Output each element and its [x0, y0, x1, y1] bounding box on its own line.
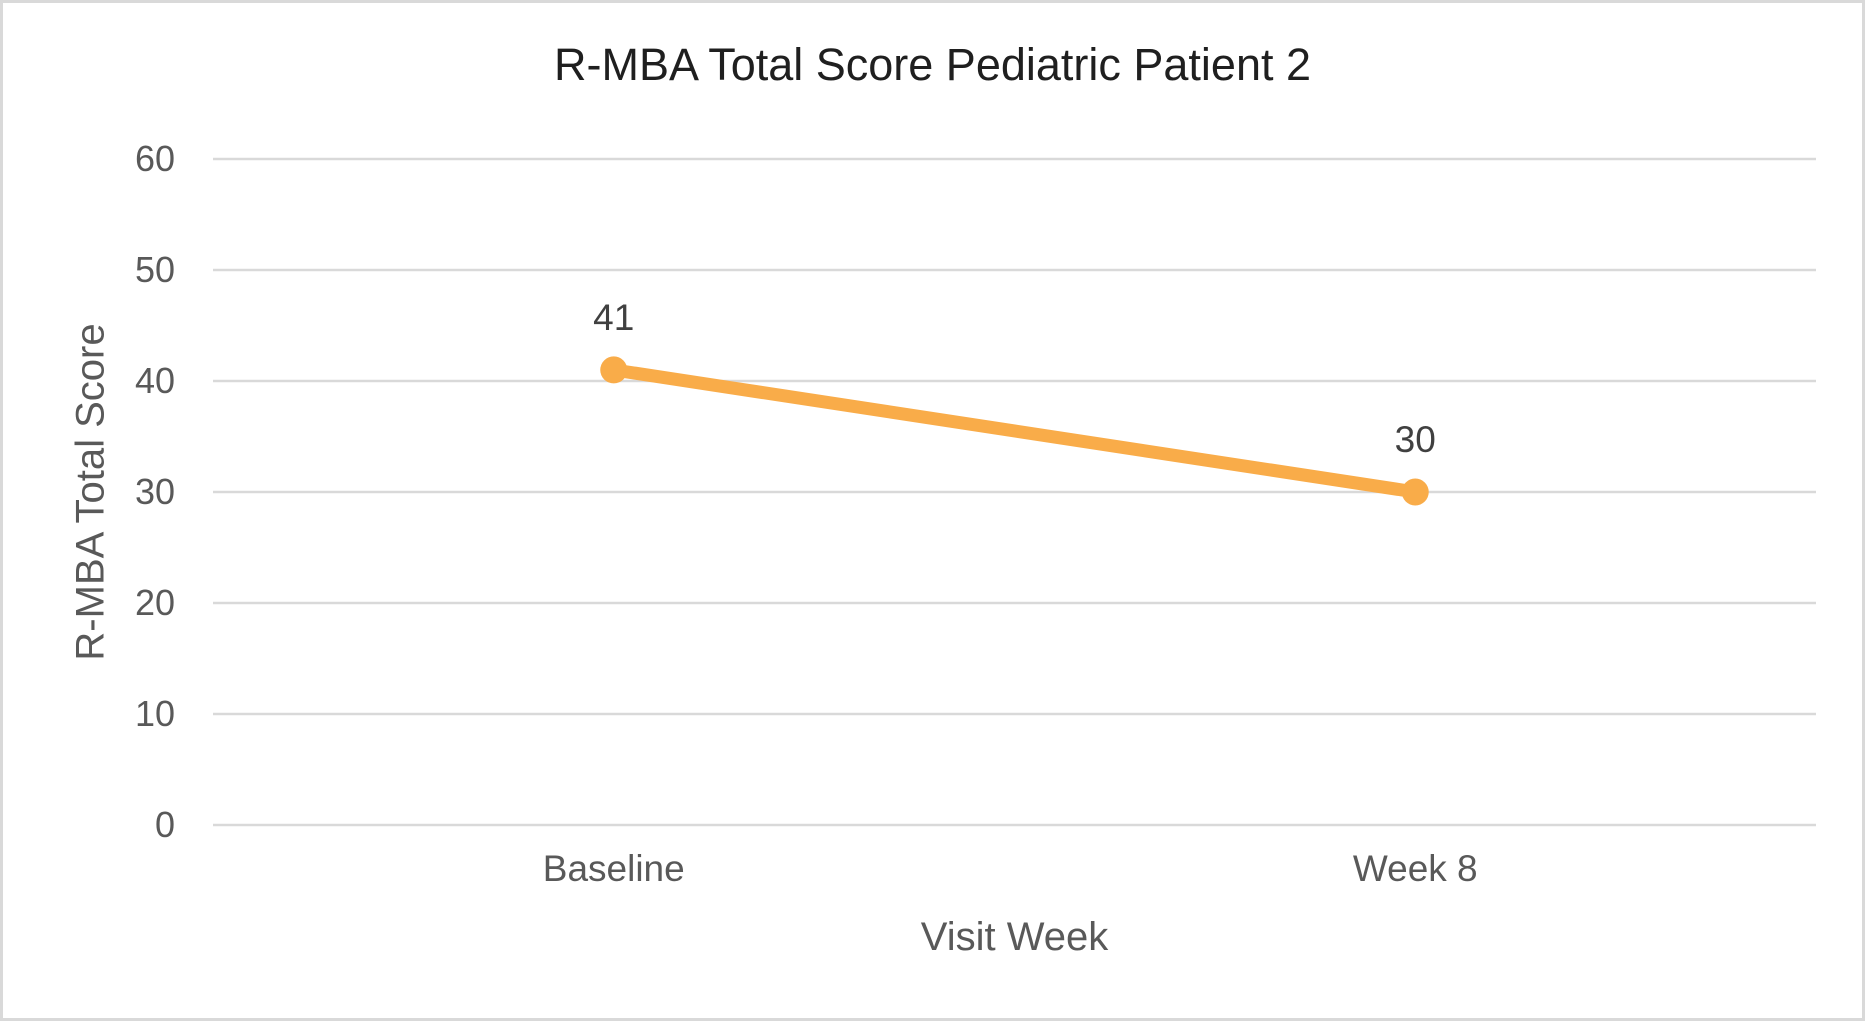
x-tick-label-0: Baseline	[542, 848, 685, 889]
x-axis-title: Visit Week	[920, 915, 1109, 959]
y-tick-label-30: 30	[134, 471, 175, 512]
series-marker-1	[1401, 478, 1429, 506]
y-tick-label-60: 60	[134, 138, 175, 179]
y-tick-label-0: 0	[154, 804, 175, 845]
y-tick-label-20: 20	[134, 582, 175, 623]
chart-title: R-MBA Total Score Pediatric Patient 2	[553, 39, 1312, 90]
series-marker-0	[600, 356, 628, 384]
plot-area	[213, 157, 1816, 827]
data-label-1: 30	[1394, 419, 1436, 460]
y-tick-label-40: 40	[134, 360, 175, 401]
y-tick-label-10: 10	[134, 693, 175, 734]
x-tick-label-1: Week 8	[1352, 848, 1478, 889]
y-tick-label-50: 50	[134, 249, 175, 290]
data-label-0: 41	[593, 296, 635, 338]
series-line	[607, 363, 1422, 499]
